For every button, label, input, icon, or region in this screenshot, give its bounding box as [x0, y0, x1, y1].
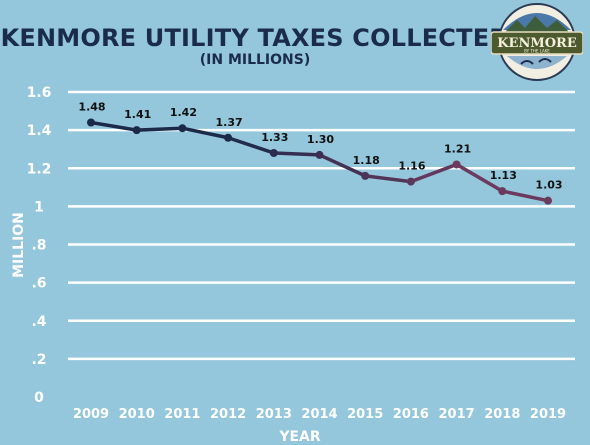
- series-line-segment: [272, 151, 322, 157]
- x-tick-label: 2012: [210, 407, 246, 422]
- data-label: 1.03: [535, 179, 562, 192]
- kenmore-logo: KENMORE BY THE LAKE: [491, 3, 583, 81]
- data-point: [452, 160, 461, 169]
- data-point: [178, 124, 187, 133]
- chart-subtitle: (IN MILLIONS): [199, 52, 311, 68]
- data-point: [406, 177, 415, 186]
- y-tick-label: 1.2: [27, 161, 52, 177]
- data-label: 1.18: [353, 154, 380, 167]
- x-tick-label: 2009: [73, 407, 109, 422]
- series-lines: [89, 120, 550, 203]
- data-label: 1.37: [216, 116, 243, 129]
- series-line-segment: [409, 162, 459, 184]
- y-tick-label: 1: [34, 199, 44, 215]
- y-tick-label: 0: [34, 390, 44, 406]
- data-label: 1.13: [490, 169, 517, 182]
- x-tick-label: 2010: [119, 407, 155, 422]
- data-point: [269, 149, 278, 157]
- data-label: 1.48: [78, 101, 105, 114]
- data-label: 1.16: [398, 160, 425, 173]
- x-tick-label: 2013: [256, 407, 292, 422]
- y-axis-label: MILLION: [11, 212, 27, 278]
- data-label: 1.33: [261, 131, 288, 144]
- series-line-segment: [226, 136, 276, 155]
- series-line-segment: [500, 189, 550, 203]
- data-label: 1.21: [444, 142, 471, 155]
- series-line-segment: [180, 126, 230, 140]
- y-tick-label: 1.6: [27, 85, 52, 101]
- series-line-segment: [363, 174, 413, 184]
- y-tick-label: .2: [31, 352, 46, 368]
- y-tick-label: .8: [31, 238, 46, 254]
- x-tick-label: 2011: [164, 407, 200, 422]
- data-label: 1.42: [170, 106, 197, 119]
- series-line-segment: [454, 162, 505, 193]
- x-tick-label: 2019: [530, 407, 566, 422]
- data-point: [224, 133, 233, 142]
- data-label: 1.30: [307, 133, 334, 146]
- data-labels: 1.48 1.41 1.42 1.37 1.33 1.30 1.18 1.16 1.21 1.13…: [78, 101, 562, 192]
- data-point: [87, 118, 95, 127]
- x-tick-label: 2014: [301, 407, 337, 422]
- series-line-segment: [317, 153, 367, 178]
- logo-tagline: BY THE LAKE: [524, 49, 550, 54]
- x-tick-label: 2018: [484, 407, 520, 422]
- series-line-segment: [89, 120, 139, 132]
- y-tick-label: .6: [31, 276, 46, 292]
- data-point: [544, 196, 552, 205]
- x-axis-ticks: 2009 2010 2011 2012 2013 2014 2015 2016 2017 2018…: [73, 407, 566, 422]
- y-axis-ticks: 0 .2 .4 .6 .8 1 1.2 1.4 1.6: [27, 85, 52, 406]
- data-point: [498, 187, 507, 196]
- y-tick-label: 1.4: [27, 123, 52, 139]
- series-line-segment: [134, 126, 185, 132]
- logo-text: KENMORE: [497, 36, 577, 51]
- y-tick-label: .4: [31, 314, 46, 330]
- series-points: [87, 118, 552, 205]
- data-label: 1.41: [124, 108, 151, 121]
- data-point: [132, 126, 141, 135]
- data-point: [315, 150, 324, 159]
- x-tick-label: 2016: [393, 407, 429, 422]
- x-tick-label: 2017: [439, 407, 475, 422]
- x-tick-label: 2015: [347, 407, 383, 422]
- chart-title: KENMORE UTILITY TAXES COLLECTED: [0, 24, 510, 52]
- data-point: [361, 171, 370, 180]
- x-axis-label: YEAR: [278, 429, 321, 445]
